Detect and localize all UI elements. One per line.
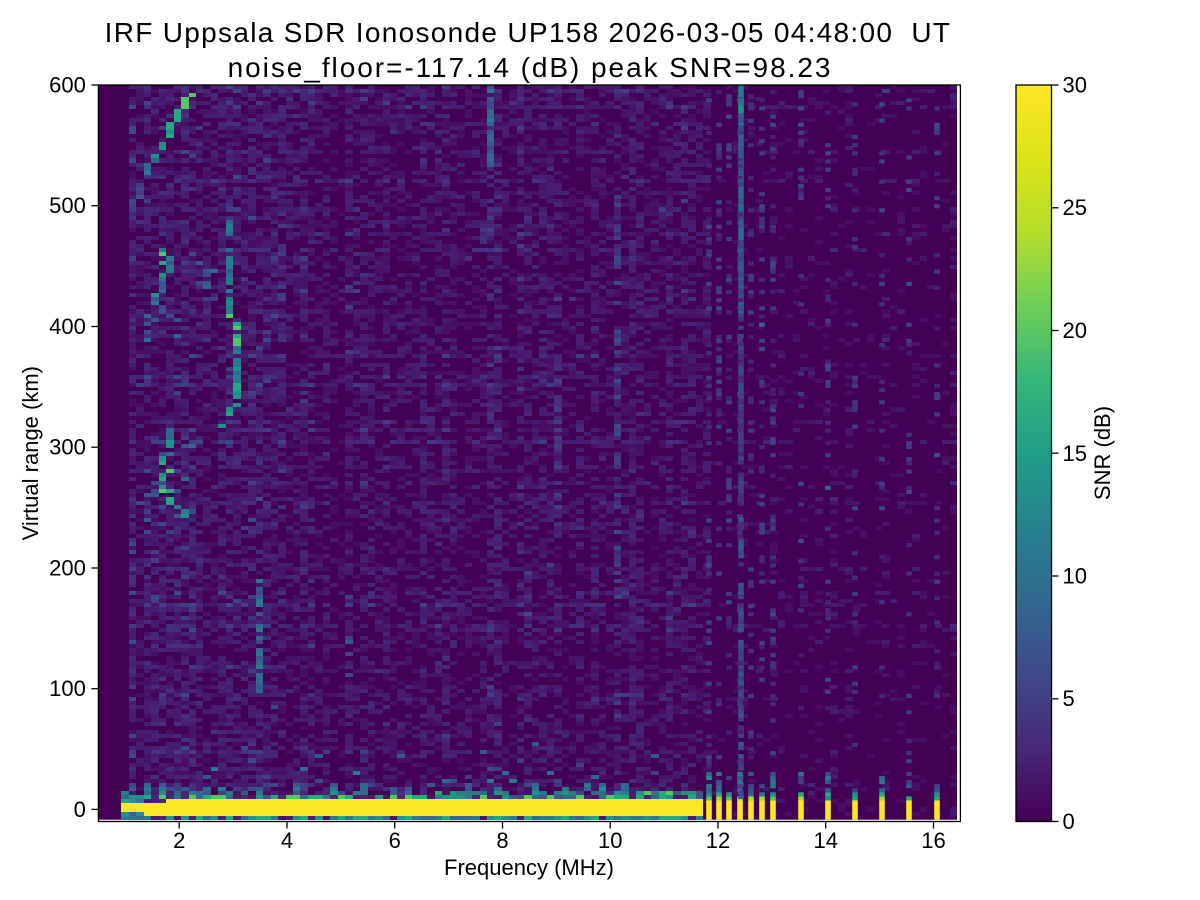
svg-text:0: 0 [1063, 809, 1075, 834]
svg-text:25: 25 [1063, 195, 1087, 220]
svg-text:600: 600 [49, 73, 86, 98]
svg-text:16: 16 [921, 828, 945, 853]
svg-text:200: 200 [49, 556, 86, 581]
svg-text:Frequency (MHz): Frequency (MHz) [444, 855, 614, 880]
svg-text:100: 100 [49, 676, 86, 701]
svg-text:5: 5 [1063, 686, 1075, 711]
svg-text:15: 15 [1063, 441, 1087, 466]
svg-text:10: 10 [598, 828, 622, 853]
svg-text:SNR (dB): SNR (dB) [1090, 406, 1115, 500]
svg-text:Virtual range (km): Virtual range (km) [18, 366, 43, 540]
svg-text:12: 12 [706, 828, 730, 853]
svg-text:4: 4 [281, 828, 293, 853]
svg-text:0: 0 [74, 797, 86, 822]
svg-text:2: 2 [173, 828, 185, 853]
svg-text:noise_floor=-117.14 (dB) peak: noise_floor=-117.14 (dB) peak SNR=98.23 [228, 52, 833, 83]
svg-text:10: 10 [1063, 564, 1087, 589]
svg-text:20: 20 [1063, 318, 1087, 343]
svg-text:8: 8 [496, 828, 508, 853]
svg-text:IRF Uppsala SDR Ionosonde UP15: IRF Uppsala SDR Ionosonde UP158 2026-03-… [105, 17, 952, 48]
svg-text:14: 14 [813, 828, 837, 853]
svg-text:500: 500 [49, 193, 86, 218]
svg-text:300: 300 [49, 435, 86, 460]
svg-text:6: 6 [389, 828, 401, 853]
svg-text:400: 400 [49, 314, 86, 339]
svg-text:30: 30 [1063, 73, 1087, 98]
